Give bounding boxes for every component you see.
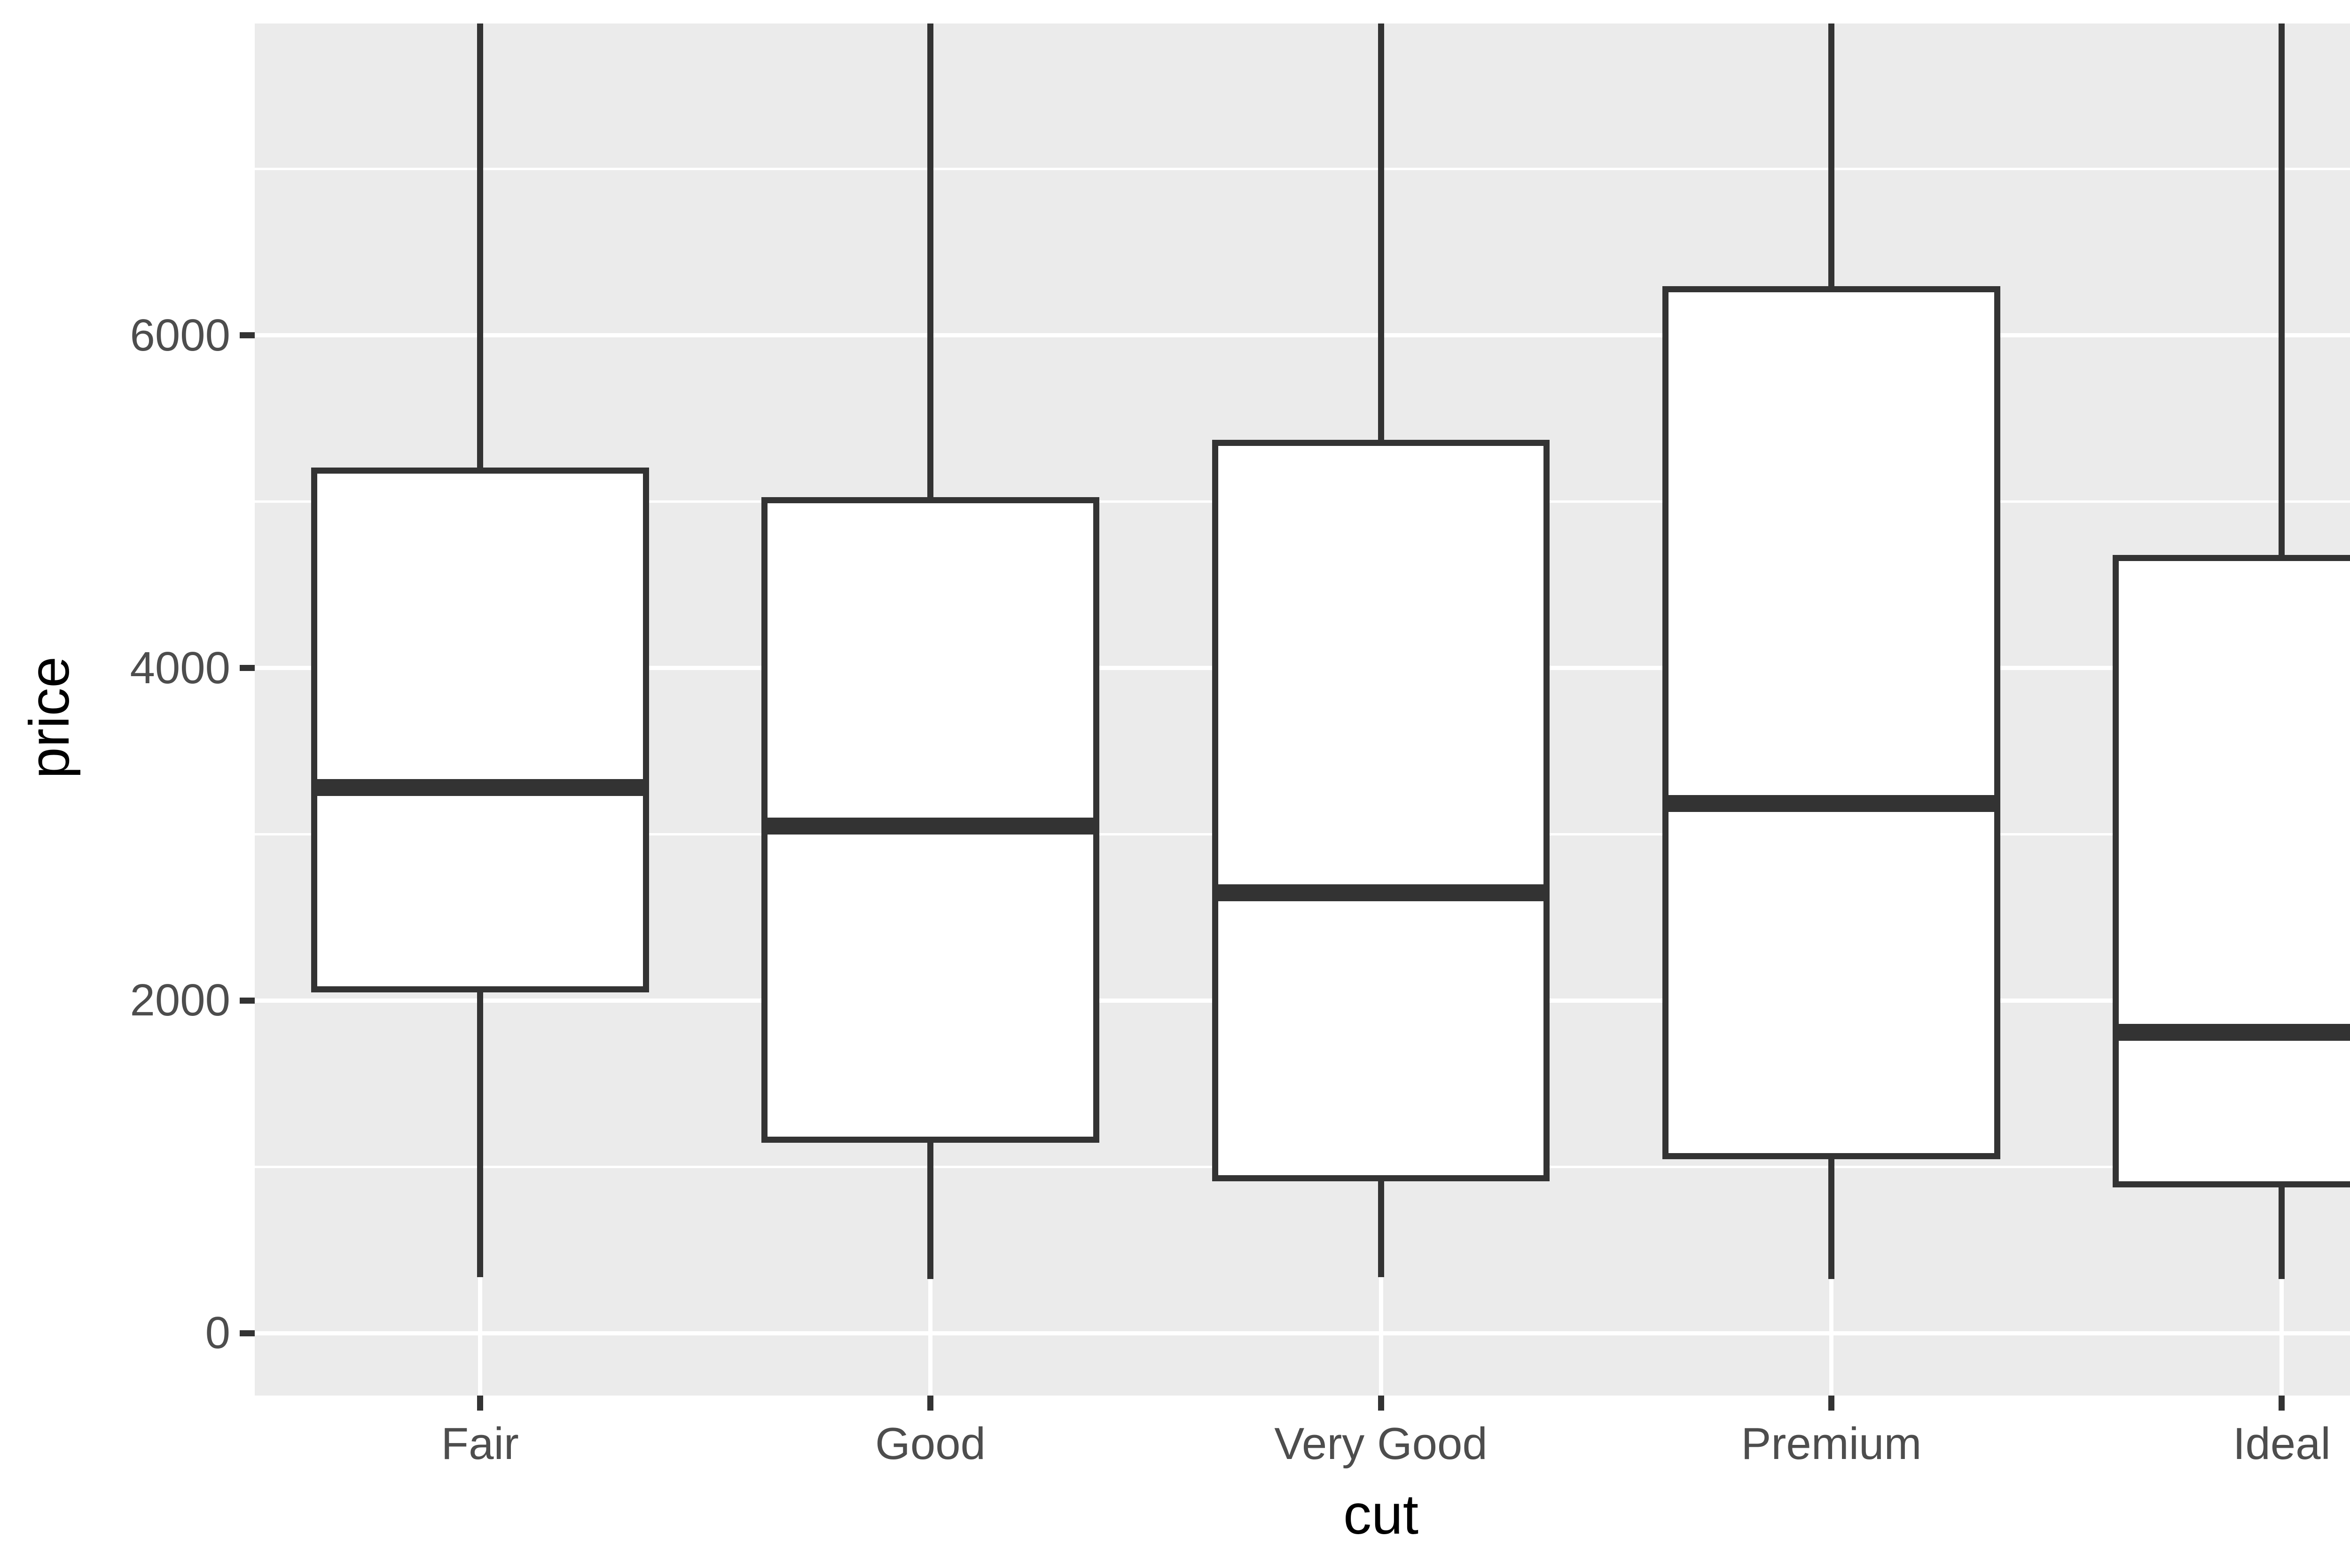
y-tick-mark-2000 [240,997,255,1004]
median-very-good [1214,884,1547,902]
x-tick-label-ideal: Ideal [2232,1419,2331,1469]
y-gridline-minor-7000 [255,168,2350,171]
median-good [764,817,1097,835]
y-tick-label-2000: 2000 [130,975,230,1026]
box-premium [1662,286,2000,1160]
box-fair [311,467,649,992]
x-axis-title: cut [1343,1483,1419,1546]
y-tick-label-6000: 6000 [130,310,230,360]
x-tick-mark-very-good [1378,1396,1384,1411]
y-tick-label-4000: 4000 [130,642,230,693]
median-ideal [2115,1023,2350,1041]
x-tick-mark-fair [477,1396,483,1411]
x-tick-mark-ideal [2279,1396,2285,1411]
x-tick-label-premium: Premium [1741,1419,1922,1469]
x-tick-label-very-good: Very Good [1274,1419,1488,1469]
y-tick-mark-6000 [240,332,255,339]
y-tick-mark-0 [240,1330,255,1336]
y-tick-mark-4000 [240,665,255,671]
x-tick-mark-premium [1828,1396,1834,1411]
plot-panel [255,23,2350,1396]
x-tick-mark-good [927,1396,934,1411]
x-tick-label-good: Good [875,1419,986,1469]
y-gridline-major-6000 [255,333,2350,338]
box-ideal [2113,555,2350,1187]
median-premium [1665,795,1998,812]
y-tick-label-0: 0 [205,1308,230,1358]
x-tick-label-fair: Fair [441,1419,519,1469]
y-axis-title: price [18,656,81,779]
median-fair [313,779,646,796]
y-gridline-major-0 [255,1331,2350,1335]
box-very-good [1212,439,1550,1182]
